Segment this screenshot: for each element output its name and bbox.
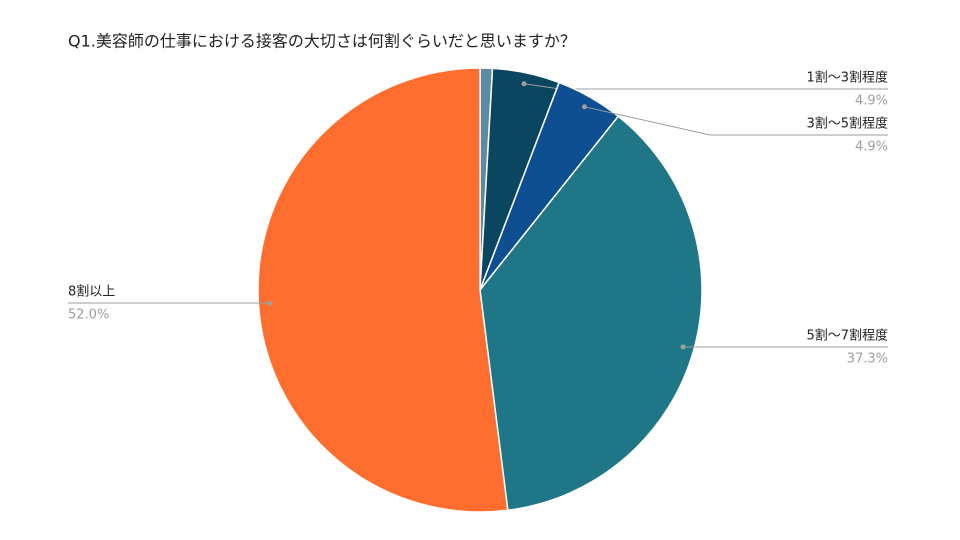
slice-label: 1割〜3割程度 (806, 70, 888, 86)
pie-slice (257, 67, 509, 513)
slice-value-label: 52.0% (68, 308, 109, 323)
slice-value-label: 4.9% (855, 140, 888, 155)
slice-value-label: 37.3% (847, 352, 888, 367)
leader-line (584, 106, 888, 136)
leader-dot (581, 104, 587, 110)
slice-label: 5割〜7割程度 (806, 328, 888, 344)
slice-label: 8割以上 (68, 284, 115, 300)
chart-title: Q1.美容師の仕事における接客の大切さは何割ぐらいだと思いますか？ (68, 32, 576, 51)
pie-slice (479, 115, 703, 512)
slice-label: 3割〜5割程度 (806, 116, 888, 132)
leader-dot (267, 300, 273, 306)
leader-dot (521, 81, 527, 87)
slice-value-label: 4.9% (855, 94, 888, 109)
leader-dot (680, 344, 686, 350)
